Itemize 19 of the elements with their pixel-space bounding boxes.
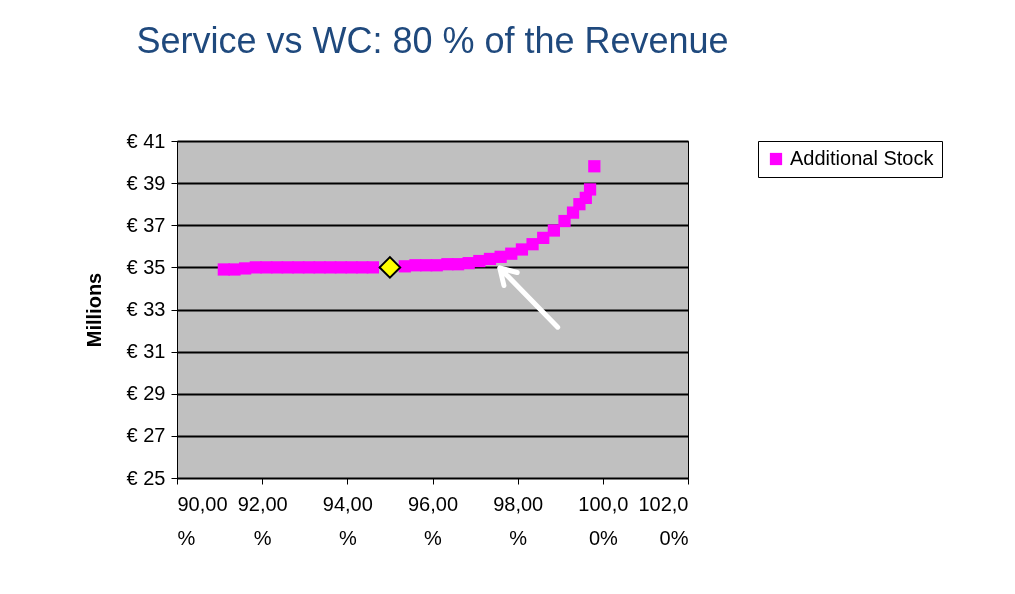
y-tick-label: € 25 bbox=[126, 466, 166, 489]
y-tick-label: € 31 bbox=[126, 340, 166, 363]
x-tick-label: 102,00% bbox=[638, 492, 689, 549]
y-axis-title: Millions bbox=[82, 272, 105, 348]
y-tick-label: € 27 bbox=[126, 424, 166, 447]
chart-title: Service vs WC: 80 % of the Revenue bbox=[136, 20, 729, 61]
y-tick-label: € 37 bbox=[126, 213, 166, 236]
legend-label: Additional Stock bbox=[790, 147, 935, 169]
y-tick-label: € 33 bbox=[126, 298, 166, 320]
y-tick-label: € 39 bbox=[126, 171, 166, 194]
x-tick-label: 98,00% bbox=[493, 492, 544, 549]
y-tick-label: € 29 bbox=[126, 382, 166, 405]
x-tick-label: 94,00% bbox=[322, 492, 373, 549]
y-tick-label: € 41 bbox=[126, 129, 166, 152]
x-tick-label: 100,00% bbox=[578, 492, 629, 549]
y-tick-label: € 35 bbox=[126, 255, 166, 278]
x-tick-label: 90,00% bbox=[177, 492, 228, 549]
x-tick-label: 96,00% bbox=[407, 492, 459, 549]
x-tick-label: 92,00% bbox=[237, 492, 288, 549]
